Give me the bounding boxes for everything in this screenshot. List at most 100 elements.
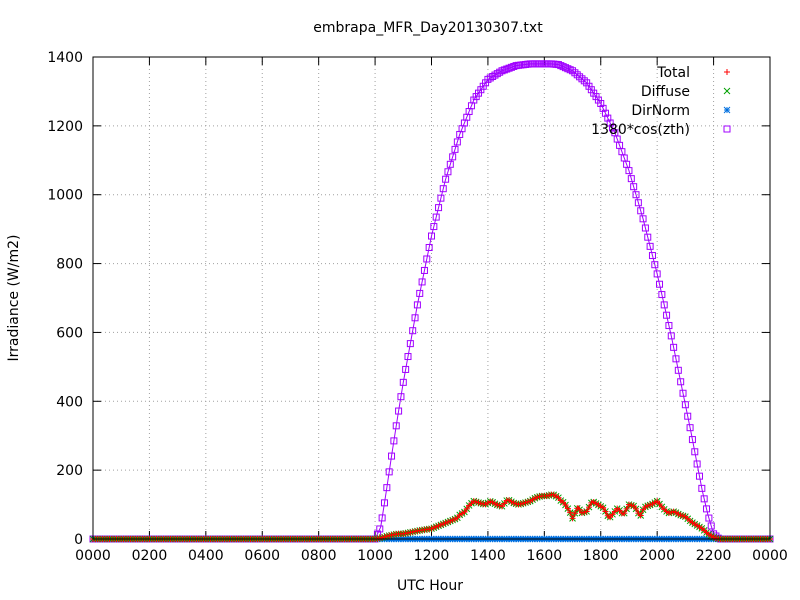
data-point	[667, 332, 675, 340]
data-point	[507, 63, 515, 71]
x-tick-label: 0000	[752, 548, 788, 564]
data-point	[571, 69, 579, 77]
grid-lines	[93, 57, 770, 539]
data-point	[693, 460, 701, 468]
data-point	[505, 64, 513, 72]
data-point	[576, 506, 583, 513]
x-tick-label: 0600	[244, 548, 280, 564]
data-point	[395, 407, 403, 415]
legend-label: Total	[656, 65, 690, 81]
data-point	[388, 452, 396, 460]
data-point	[439, 185, 447, 193]
x-tick-label: 0800	[301, 548, 337, 564]
data-point	[679, 389, 687, 397]
data-point	[670, 343, 678, 351]
data-point	[571, 510, 578, 517]
x-tick-label: 1600	[527, 548, 563, 564]
data-point	[698, 484, 706, 492]
data-point	[383, 484, 391, 492]
data-point	[695, 472, 703, 480]
legend-marker	[723, 125, 731, 133]
data-point	[609, 124, 617, 132]
data-point	[404, 353, 412, 361]
data-point	[653, 270, 661, 278]
data-point	[583, 508, 590, 515]
data-point	[397, 393, 405, 401]
data-point	[580, 77, 588, 85]
data-point	[677, 378, 685, 386]
data-point	[672, 355, 680, 363]
legend-marker	[724, 69, 730, 75]
data-point	[385, 468, 393, 476]
data-point	[564, 505, 571, 512]
y-tick-label: 0	[74, 532, 83, 548]
data-point	[601, 109, 609, 117]
data-point	[416, 289, 424, 297]
data-point	[578, 75, 586, 83]
data-point	[703, 505, 711, 513]
data-point	[428, 232, 435, 240]
data-point	[554, 61, 562, 69]
data-point	[597, 99, 605, 107]
data-point	[562, 502, 569, 509]
data-point	[510, 62, 518, 70]
data-point	[627, 175, 635, 183]
data-point	[430, 223, 438, 231]
data-point	[623, 505, 630, 512]
data-point	[691, 448, 699, 456]
data-point	[559, 63, 567, 71]
data-point	[707, 522, 715, 530]
y-tick-label: 1400	[47, 50, 83, 66]
x-tick-label: 1800	[583, 548, 619, 564]
data-point	[402, 365, 410, 373]
x-tick-label: 1200	[414, 548, 450, 564]
data-point	[600, 504, 607, 511]
y-tick-label: 1200	[47, 119, 83, 135]
data-point	[449, 153, 457, 161]
data-point	[503, 65, 511, 73]
y-tick-label: 600	[56, 325, 83, 341]
legend-label: Diffuse	[641, 84, 690, 100]
legend-marker	[723, 87, 731, 95]
y-tick-label: 800	[56, 257, 83, 273]
data-point	[639, 215, 647, 223]
x-tick-label: 0200	[132, 548, 168, 564]
data-point	[602, 508, 609, 515]
y-axis-label: Irradiance (W/m2)	[6, 235, 22, 362]
data-point	[585, 504, 592, 511]
data-point	[633, 505, 640, 512]
data-point	[651, 261, 659, 269]
data-point	[688, 436, 696, 444]
data-point	[453, 138, 461, 146]
data-point	[648, 252, 656, 260]
data-point	[564, 65, 572, 73]
legend: Total Diffuse DirNorm 1380*cos(zth)	[591, 65, 731, 138]
data-point	[561, 64, 569, 72]
data-point	[644, 233, 652, 241]
data-point	[569, 67, 577, 75]
data-point	[378, 514, 386, 522]
data-point	[423, 255, 431, 263]
data-point	[681, 401, 689, 409]
data-point	[665, 322, 673, 330]
data-point	[437, 194, 445, 202]
data-point	[674, 366, 682, 374]
data-point	[646, 242, 654, 250]
x-tick-label: 1000	[357, 548, 393, 564]
data-point	[567, 509, 574, 516]
data-point	[390, 437, 398, 445]
data-point	[420, 266, 428, 274]
series-trace	[93, 63, 770, 540]
y-tick-label: 200	[56, 463, 83, 479]
data-point	[621, 510, 628, 517]
data-point	[413, 301, 421, 309]
data-point	[399, 378, 407, 386]
data-point	[406, 340, 414, 348]
data-point	[435, 204, 443, 212]
data-point	[663, 311, 671, 319]
data-point	[444, 168, 452, 176]
data-point	[637, 207, 645, 215]
data-point	[376, 525, 384, 533]
data-point	[660, 301, 668, 309]
data-point	[599, 104, 607, 112]
